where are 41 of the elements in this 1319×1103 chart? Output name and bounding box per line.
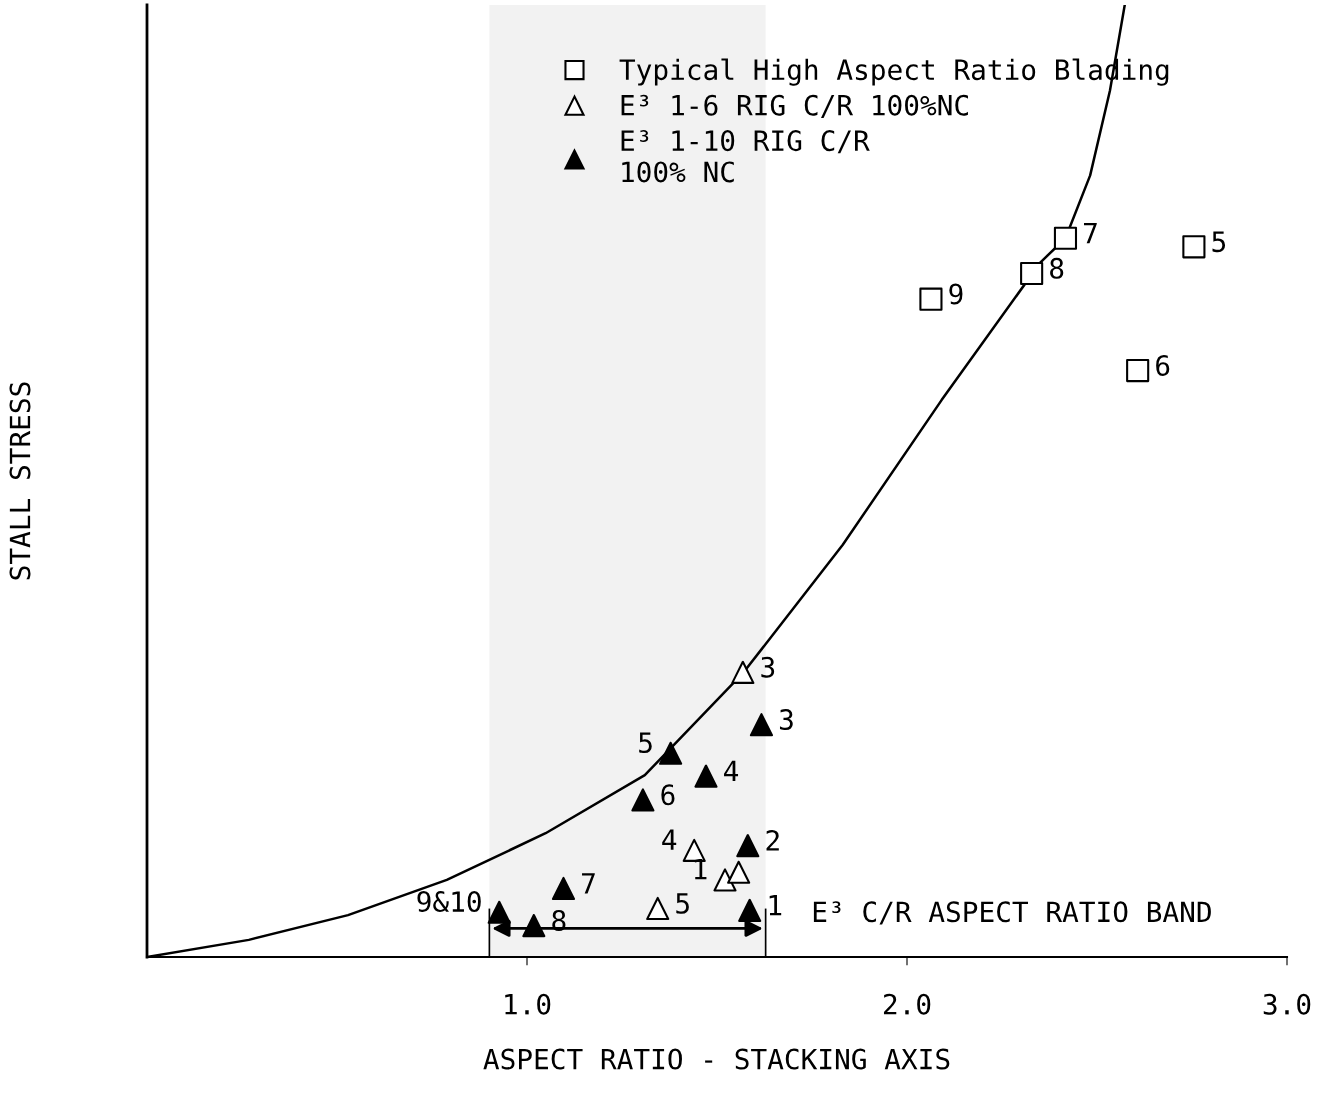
point [1182, 235, 1206, 259]
annotation: 7 [582, 873, 595, 894]
legend-label: E³ 1-6 RIG C/R 100%NC [621, 94, 968, 118]
x-axis-title: ASPECT RATIO - STACKING AXIS [483, 1048, 950, 1070]
point [738, 898, 762, 922]
x-tick-label: 2.0 [883, 993, 931, 1015]
annotation: 8 [1050, 257, 1064, 279]
annotation: 3 [779, 709, 793, 731]
x-tick-label: 3.0 [1263, 993, 1311, 1015]
point [1053, 226, 1078, 250]
point [1126, 359, 1150, 383]
annotation: 5 [1212, 231, 1226, 253]
annotation: 6 [1156, 354, 1170, 376]
point [731, 660, 755, 684]
annotation: 9&10 [417, 891, 481, 913]
point [713, 868, 737, 892]
y-axis-title: STALL STRESS [9, 382, 31, 580]
band-label: E³ C/R ASPECT RATIO BAND [813, 901, 1211, 925]
annotation: 2 [766, 829, 779, 851]
point [659, 741, 683, 765]
point [631, 788, 655, 812]
point [694, 764, 718, 788]
point [736, 834, 760, 858]
legend-label: E³ 1-10 RIG C/R 100% NC [621, 130, 870, 183]
point [551, 876, 576, 901]
annotation: 7 [1084, 222, 1097, 244]
annotation: 6 [661, 784, 675, 806]
annotation: 3 [761, 656, 775, 678]
annotation: 5 [676, 893, 689, 914]
annotation: 5 [639, 732, 652, 754]
point [727, 860, 751, 884]
point [749, 713, 774, 737]
annotation: 4 [724, 760, 739, 782]
point [919, 287, 943, 311]
point [487, 900, 511, 924]
x-tick-label: 1.0 [505, 993, 551, 1015]
point [646, 896, 670, 921]
annotation: 4 [662, 829, 677, 850]
annotation: 9 [949, 283, 963, 305]
annotation: 1 [769, 895, 782, 916]
point [1020, 261, 1044, 286]
